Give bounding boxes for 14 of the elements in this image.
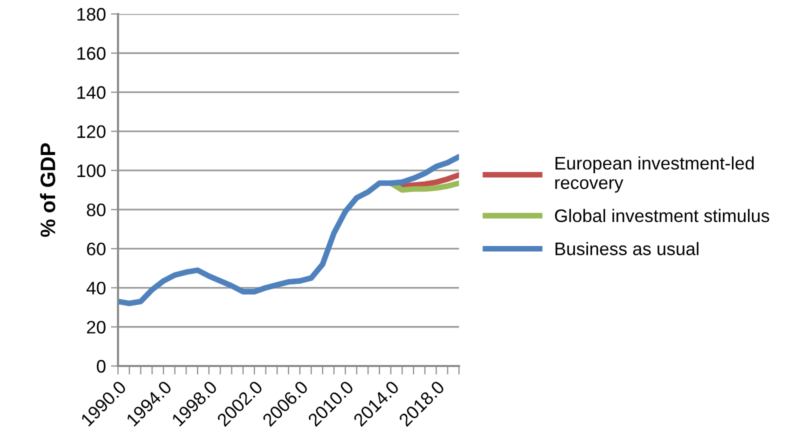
y-tick-label: 140	[77, 86, 106, 99]
legend-label: Business as usual	[556, 242, 698, 256]
y-tick-label: 20	[87, 320, 106, 334]
y-tick-label: 120	[77, 125, 106, 138]
y-tick-label: 160	[77, 47, 106, 60]
y-tick-label: 180	[77, 8, 106, 21]
legend-label: Global investment stimulus	[555, 208, 770, 222]
y-tick-label: 60	[87, 242, 106, 256]
y-tick-label: 0	[96, 360, 106, 373]
y-tick-label: 40	[86, 282, 106, 294]
y-tick-label: 80	[86, 203, 106, 216]
legend-label: European investment-led recovery	[555, 156, 754, 193]
y-tick-label: 100	[77, 164, 106, 178]
y-axis-title: % of GDP	[40, 143, 56, 237]
